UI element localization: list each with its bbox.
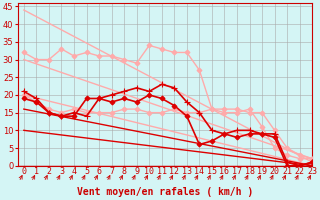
X-axis label: Vent moyen/en rafales ( km/h ): Vent moyen/en rafales ( km/h ) bbox=[77, 187, 253, 197]
